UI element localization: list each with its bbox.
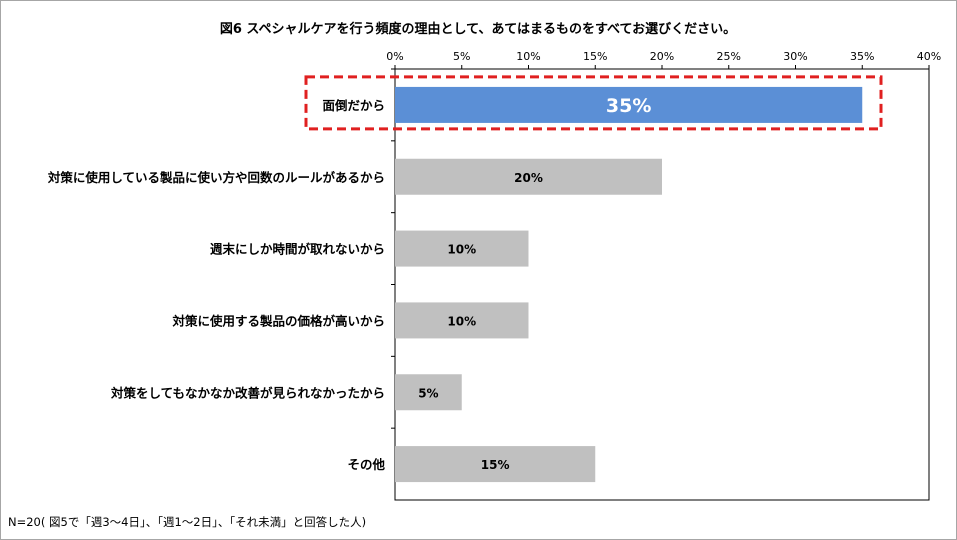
bar [395,446,596,483]
bar [395,86,863,123]
category-label: 対策をしてもなかなか改善が見られなかったから [110,385,385,400]
highlight-box [304,75,883,131]
data-label: 10% [447,314,476,328]
x-tick-label: 15% [583,50,607,63]
category-label: 週末にしか時間が取れないから [210,242,385,257]
category-label: 対策に使用している製品に使い方や回数のルールがあるから [47,170,385,185]
x-tick-label: 30% [783,50,807,63]
data-label: 5% [418,386,438,400]
category-label: 対策に使用する製品の価格が高いから [171,313,385,328]
x-tick-label: 35% [850,50,874,63]
bar [395,374,462,411]
footnote: N=20( 図5で「週3～4日」、「週1～2日」、「それ未満」と回答した人) [8,515,366,529]
data-label: 15% [481,458,510,472]
category-label: 面倒だから [322,98,385,113]
bar [395,230,529,267]
data-label: 10% [447,243,476,257]
chart-title: 図6 スペシャルケアを行う頻度の理由として、あてはまるものをすべてお選びください… [220,21,736,37]
category-label: その他 [347,457,385,472]
x-tick-label: 0% [386,50,403,63]
plot-border [394,68,930,501]
data-label: 20% [514,171,543,185]
x-tick-label: 25% [717,50,741,63]
bar [395,158,662,195]
x-tick-label: 5% [453,50,470,63]
x-tick-label: 20% [650,50,674,63]
data-label: 35% [606,95,651,117]
plot-area: 0% 5% 10% 15% 20% 25% 30% 35% 40% 面倒だから 35% 対策に使用して… [47,50,941,501]
x-tick-label: 40% [917,50,941,63]
x-tick-label: 10% [516,50,540,63]
bar [395,302,529,339]
